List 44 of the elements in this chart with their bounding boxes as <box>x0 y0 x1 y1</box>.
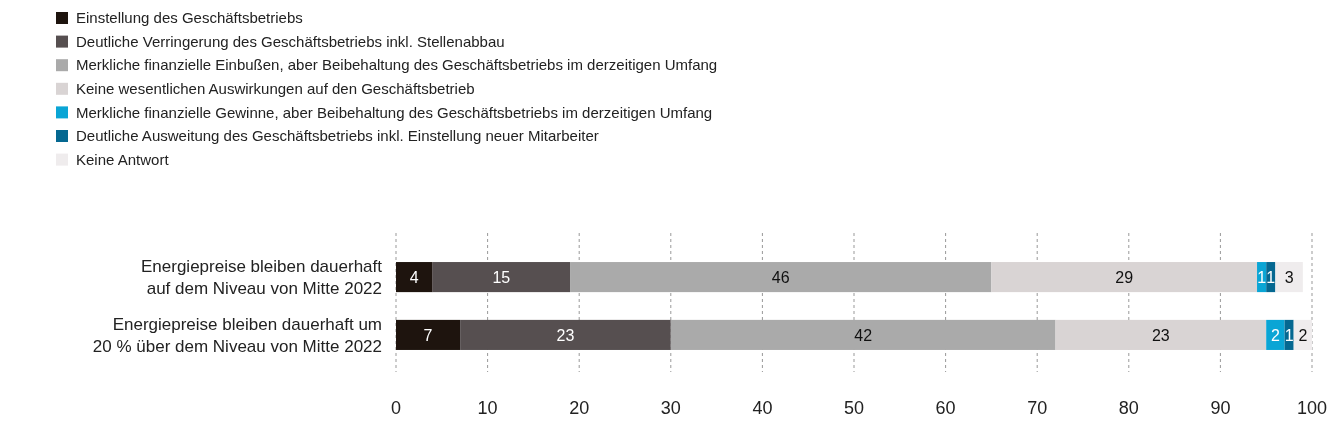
bar <box>1266 319 1285 350</box>
x-tick-label: 70 <box>1027 398 1048 419</box>
x-tick-label: 100 <box>1296 398 1328 419</box>
bar <box>432 262 571 293</box>
bar <box>460 319 671 350</box>
legend-label: Merkliche finanzielle Einbußen, aber Beibehaltung des Geschäftsbetriebs im derzeitigen Umfang <box>76 56 718 74</box>
x-tick-label: 90 <box>1210 398 1231 419</box>
data-label: 1 <box>1266 268 1276 286</box>
data-label: 46 <box>771 268 790 286</box>
x-tick-label: 10 <box>477 398 498 419</box>
x-tick-label: 50 <box>843 398 865 419</box>
x-tick-label: 80 <box>1118 398 1139 419</box>
data-label: 7 <box>423 326 433 344</box>
data-label: 3 <box>1284 268 1294 286</box>
legend-label: Keine wesentlichen Auswirkungen auf den Geschäftsbetrieb <box>76 80 475 98</box>
legend-label: Deutliche Verringerung des Geschäftsbetriebs inkl. Stellenabbau <box>76 32 505 50</box>
bar <box>1055 319 1267 350</box>
data-label: 15 <box>492 268 511 286</box>
y-tick-label: Energiepreise bleiben dauerhaft um 20 % über dem Niveau von Mitte 2022 <box>92 314 382 356</box>
data-label: 1 <box>1284 326 1294 344</box>
data-label: 23 <box>556 326 575 344</box>
x-tick-label: 0 <box>390 398 402 419</box>
legend-label: Keine Antwort <box>76 150 170 168</box>
data-label: 42 <box>854 326 873 344</box>
data-label: 4 <box>409 268 419 286</box>
bar <box>396 319 461 350</box>
data-label: 29 <box>1115 268 1134 286</box>
bar <box>396 262 433 293</box>
x-tick-label: 60 <box>935 398 956 419</box>
bar <box>670 319 1056 350</box>
x-tick-label: 20 <box>569 398 590 419</box>
y-tick-label: Energiepreise bleiben dauerhaft auf dem Niveau von Mitte 2022 <box>140 257 383 299</box>
legend-label: Deutliche Ausweitung des Geschäftsbetriebs inkl. Einstellung neuer Mitarbeiter <box>76 127 599 145</box>
x-tick-label: 30 <box>660 398 681 419</box>
data-label: 2 <box>1270 326 1280 344</box>
bar <box>1275 262 1303 293</box>
bar <box>991 262 1258 293</box>
bar <box>570 262 992 293</box>
legend-label: Einstellung des Geschäftsbetriebs <box>76 9 303 27</box>
x-tick-label: 40 <box>752 398 773 419</box>
legend-label: Merkliche finanzielle Gewinne, aber Beibehaltung des Geschäftsbetriebs im derzeitigen Umfang <box>76 103 713 121</box>
data-label: 2 <box>1298 326 1308 344</box>
data-label: 1 <box>1257 268 1267 286</box>
data-label: 23 <box>1151 326 1170 344</box>
